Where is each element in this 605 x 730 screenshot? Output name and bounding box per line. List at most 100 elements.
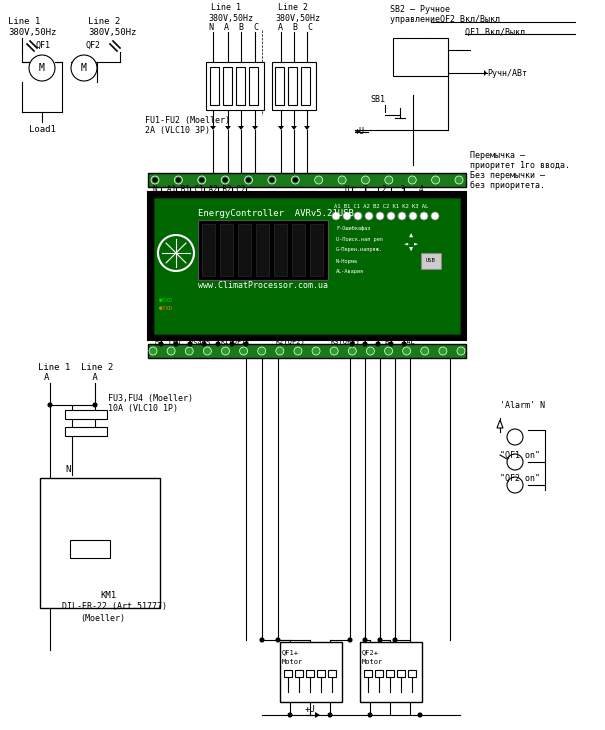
Text: A        A: A A [44,374,98,383]
Circle shape [420,212,428,220]
Polygon shape [497,420,503,428]
Text: DIL-ER-22 (Art.51777): DIL-ER-22 (Art.51777) [62,602,167,612]
Circle shape [293,178,297,182]
Bar [40,478,160,608]
Circle shape [455,176,463,184]
Bar [393,38,448,76]
Circle shape [203,347,211,355]
Circle shape [202,342,206,346]
Polygon shape [315,712,320,718]
Text: A1 B1 C1 A2 B2 C2 K1 K2 K3 AL: A1 B1 C1 A2 B2 C2 K1 K2 K3 AL [334,204,428,209]
Text: Motor: Motor [282,659,303,665]
Circle shape [393,638,397,642]
Text: ○  TXD  RS485: ○ TXD RS485 [155,339,211,345]
Circle shape [48,403,52,407]
Text: управлениеQF2 Вкл/Выкл: управлениеQF2 Вкл/Выкл [390,15,500,25]
Text: www.ClimatProcessor.com.ua: www.ClimatProcessor.com.ua [198,282,328,291]
Circle shape [338,176,346,184]
Circle shape [376,212,384,220]
Text: USB: USB [426,258,436,264]
Circle shape [343,212,351,220]
Polygon shape [304,126,310,130]
Text: 380V,50Hz: 380V,50Hz [208,13,253,23]
Text: U-Поиск.нап рел: U-Поиск.нап рел [336,237,383,242]
Circle shape [332,212,340,220]
Circle shape [167,347,175,355]
Bar [408,670,416,677]
Bar [206,62,264,110]
Circle shape [363,638,367,642]
Circle shape [149,347,157,355]
Text: ●RXD: ●RXD [159,298,172,302]
Circle shape [387,212,395,220]
Bar [284,670,292,677]
Circle shape [378,638,382,642]
Circle shape [385,347,393,355]
Circle shape [223,178,227,182]
Circle shape [268,176,276,184]
Text: QF2+: QF2+ [362,649,379,655]
Circle shape [354,212,362,220]
Circle shape [93,403,97,407]
Bar [275,67,284,105]
Text: "QF1 on": "QF1 on" [500,450,540,459]
Text: A  B  C: A B C [278,23,313,33]
Text: B    AL: B AL [385,339,415,345]
Bar [223,67,232,105]
Circle shape [376,342,380,346]
Bar [154,198,460,334]
Bar [238,224,251,276]
Bar [148,173,466,187]
Circle shape [409,212,417,220]
Circle shape [288,713,292,717]
Bar [364,670,372,677]
Circle shape [328,713,332,717]
Text: EnergyController  AVRv5.21USB: EnergyController AVRv5.21USB [198,209,354,218]
Polygon shape [225,126,231,130]
Text: 10A (VLC10 1P): 10A (VLC10 1P) [108,404,178,412]
Text: Load1: Load1 [28,126,56,134]
Circle shape [221,347,229,355]
Circle shape [221,176,229,184]
Bar [386,670,394,677]
Text: (Moeller): (Moeller) [80,613,125,623]
Text: SB1: SB1 [370,96,385,104]
Circle shape [507,477,523,493]
Bar [210,67,219,105]
Circle shape [244,342,248,346]
Circle shape [159,342,163,346]
Circle shape [408,176,416,184]
Circle shape [71,55,97,81]
Circle shape [240,347,247,355]
Text: M: M [39,63,45,73]
Polygon shape [252,126,258,130]
Circle shape [151,176,159,184]
Circle shape [230,342,234,346]
Bar [421,253,441,269]
Bar [288,67,297,105]
Text: U   1   2   3   4: U 1 2 3 4 [345,185,424,194]
Text: SB2 – Ручное: SB2 – Ручное [390,6,450,15]
Circle shape [177,178,180,182]
Circle shape [367,347,374,355]
Text: K1(QF1): K1(QF1) [220,339,250,345]
Circle shape [350,342,354,346]
Polygon shape [291,126,297,130]
Circle shape [431,176,440,184]
Circle shape [185,347,193,355]
Bar [65,427,107,436]
Bar [301,67,310,105]
Text: 380V,50Hz: 380V,50Hz [275,13,320,23]
Circle shape [363,342,367,346]
Text: Line 1: Line 1 [8,18,41,26]
Text: ▲: ▲ [409,233,413,239]
Circle shape [244,176,252,184]
Bar [148,192,466,340]
Bar [198,220,328,280]
Circle shape [216,342,220,346]
Circle shape [361,176,370,184]
Text: Motor: Motor [362,659,383,665]
Circle shape [348,638,352,642]
Text: M: M [81,63,87,73]
Bar [317,670,325,677]
